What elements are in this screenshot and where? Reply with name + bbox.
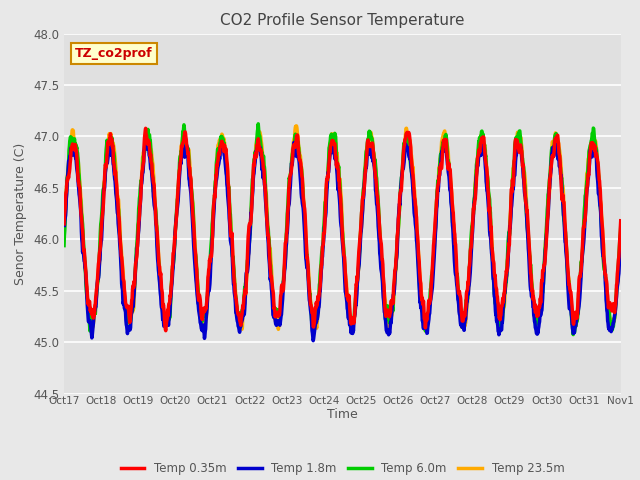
X-axis label: Time: Time [327,408,358,421]
Title: CO2 Profile Sensor Temperature: CO2 Profile Sensor Temperature [220,13,465,28]
Legend: Temp 0.35m, Temp 1.8m, Temp 6.0m, Temp 23.5m: Temp 0.35m, Temp 1.8m, Temp 6.0m, Temp 2… [116,457,569,480]
Text: TZ_co2prof: TZ_co2prof [75,47,153,60]
Y-axis label: Senor Temperature (C): Senor Temperature (C) [15,143,28,285]
